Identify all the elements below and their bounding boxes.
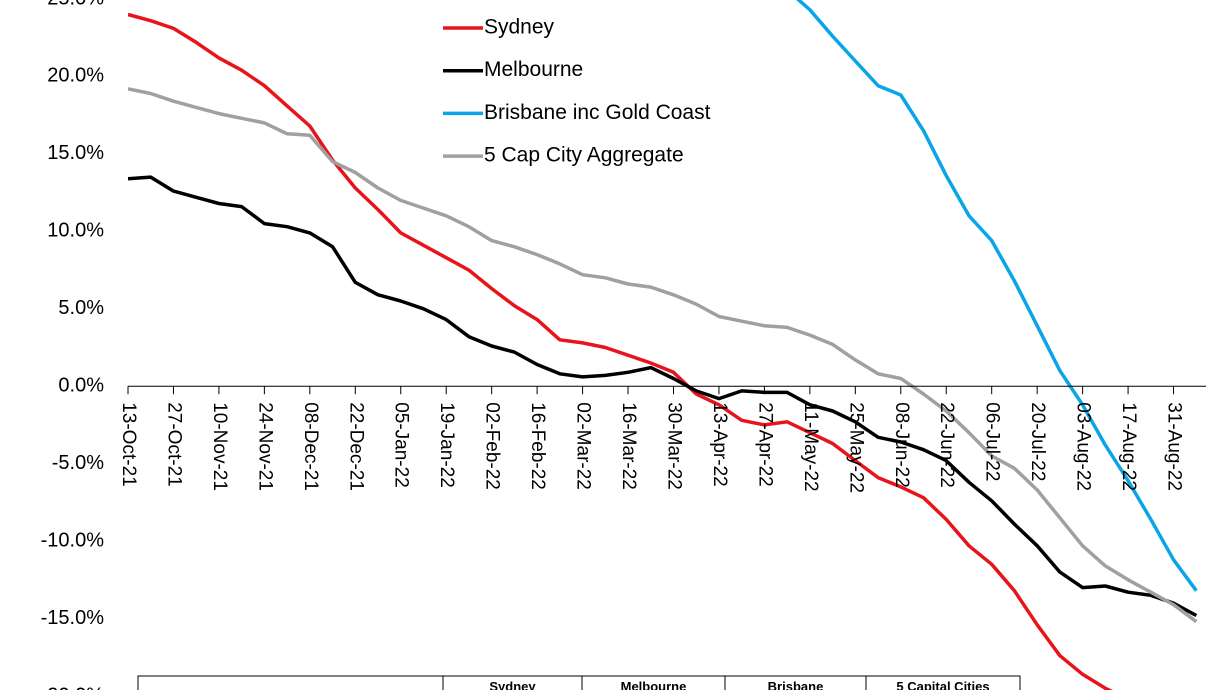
x-tick-label: 20-Jul-22 [1027, 402, 1048, 481]
y-tick-label: 20.0% [47, 65, 104, 87]
x-tick-label: 08-Jun-22 [891, 402, 912, 488]
x-tick-label: 19-Jan-22 [436, 402, 457, 488]
table-header: Brisbane [768, 679, 824, 690]
x-tick-label: 27-Oct-21 [163, 402, 184, 486]
x-tick-label: 05-Jan-22 [391, 402, 412, 488]
x-tick-label: 22-Jun-22 [936, 402, 957, 488]
legend-label: Melbourne [484, 58, 583, 81]
y-tick-label: -15.0% [41, 607, 105, 629]
x-tick-label: 22-Dec-21 [345, 402, 366, 491]
legend-label: 5 Cap City Aggregate [484, 144, 684, 167]
y-tick-label: -20.0% [41, 684, 105, 690]
x-tick-label: 17-Aug-22 [1118, 402, 1139, 491]
series-line [796, 0, 1198, 592]
table-header: Melbourne [621, 679, 687, 690]
y-tick-label: -5.0% [52, 452, 104, 474]
y-tick-label: 0.0% [58, 375, 104, 397]
x-tick-label: 08-Dec-21 [300, 402, 321, 491]
x-tick-label: 03-Aug-22 [1073, 402, 1094, 491]
legend-label: Brisbane inc Gold Coast [484, 101, 711, 124]
table-header: Sydney [489, 679, 536, 690]
x-tick-label: 06-Jul-22 [982, 402, 1003, 481]
y-tick-label: 5.0% [58, 297, 104, 319]
x-tick-label: 11-May-22 [800, 402, 821, 491]
x-tick-label: 02-Feb-22 [482, 402, 503, 490]
x-tick-label: 16-Feb-22 [527, 402, 548, 490]
x-tick-label: 13-Apr-22 [709, 402, 730, 487]
x-tick-label: 31-Aug-22 [1164, 402, 1185, 491]
x-tick-label: 25-May-22 [845, 402, 866, 493]
x-tick-label: 27-Apr-22 [754, 402, 775, 487]
y-tick-label: 10.0% [47, 220, 104, 242]
series-line [128, 87, 1198, 624]
y-tick-label: 15.0% [47, 142, 104, 164]
x-tick-label: 02-Mar-22 [573, 402, 594, 490]
y-tick-label: -10.0% [41, 529, 105, 551]
table-frame [137, 675, 1021, 690]
table-header: 5 Capital Cities [896, 679, 989, 690]
legend-label: Sydney [484, 16, 555, 39]
series-line [128, 175, 1198, 618]
x-tick-label: 10-Nov-21 [209, 402, 230, 491]
plot-area [128, 0, 1198, 690]
x-tick-label: 30-Mar-22 [663, 402, 684, 490]
y-tick-label: 25.0% [47, 0, 104, 9]
series-line [128, 12, 1113, 690]
x-tick-label: 24-Nov-21 [254, 402, 275, 491]
x-tick-label: 16-Mar-22 [618, 402, 639, 490]
x-tick-label: 13-Oct-21 [118, 402, 139, 486]
